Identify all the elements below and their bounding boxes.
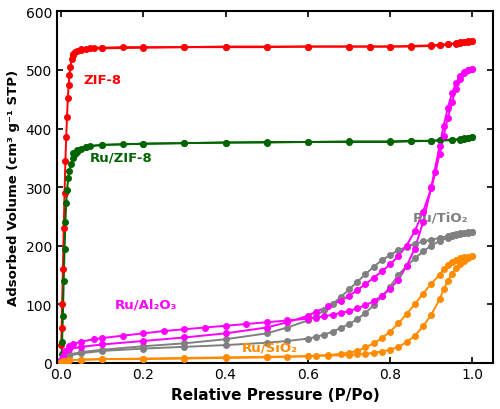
Text: Ru/Al₂O₃: Ru/Al₂O₃ — [114, 297, 176, 310]
Text: Ru/TiO₂: Ru/TiO₂ — [413, 211, 469, 224]
Text: ZIF-8: ZIF-8 — [84, 74, 122, 87]
X-axis label: Relative Pressure (P/Po): Relative Pressure (P/Po) — [170, 387, 380, 402]
Text: Ru/SiO₂: Ru/SiO₂ — [242, 341, 298, 354]
Text: Ru/ZIF-8: Ru/ZIF-8 — [90, 151, 152, 164]
Y-axis label: Adsorbed Volume (cm³ g⁻¹ STP): Adsorbed Volume (cm³ g⁻¹ STP) — [7, 70, 20, 306]
